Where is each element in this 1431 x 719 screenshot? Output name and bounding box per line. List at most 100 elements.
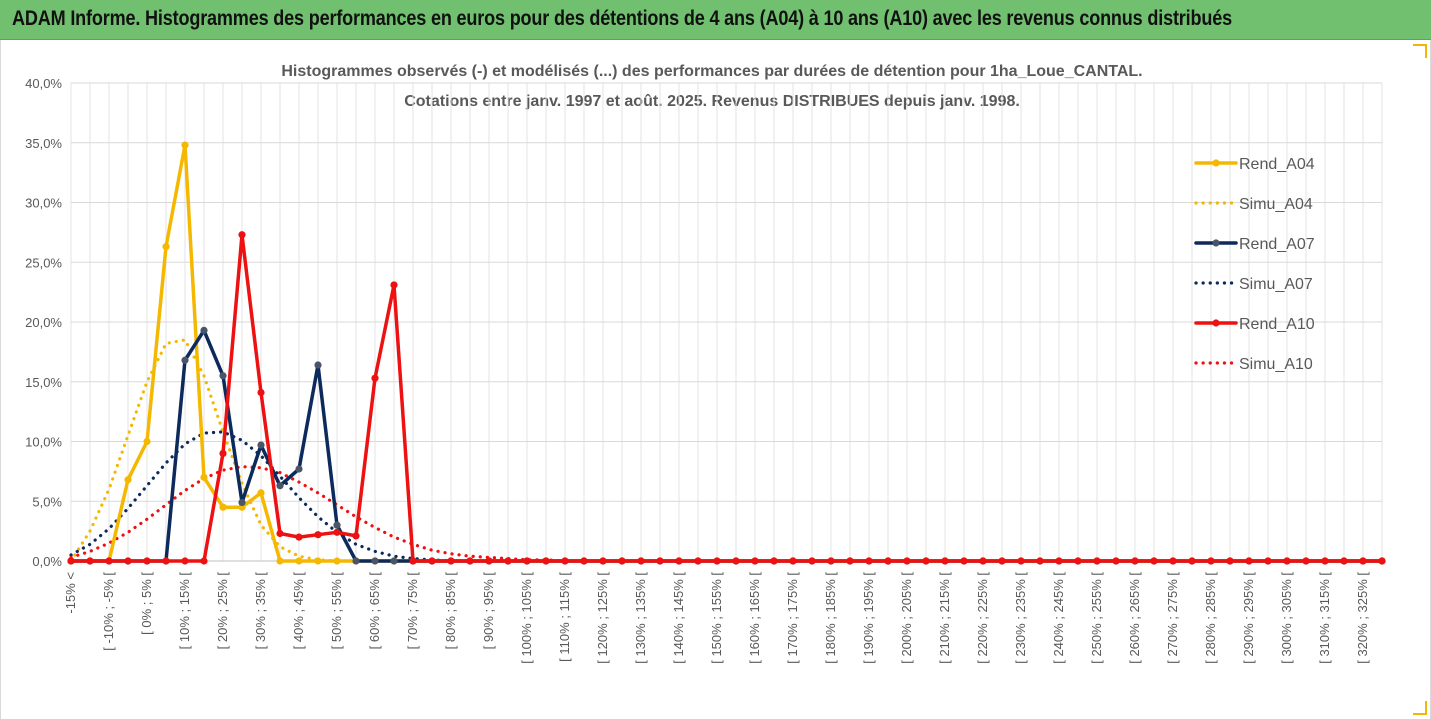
x-tick-label: [ 120% ; 125% [ (595, 572, 610, 664)
series-line-rend-a04 (69, 143, 1384, 563)
data-point-rend-a07 (181, 356, 189, 364)
y-tick-label: 25,0% (25, 255, 62, 270)
x-tick-label: [ 280% ; 285% [ (1203, 572, 1218, 664)
data-point-rend-a04 (295, 557, 303, 565)
legend-label-rend-a07: Rend_A07 (1239, 236, 1315, 253)
data-point-rend-a10 (922, 557, 930, 565)
data-point-rend-a10 (1264, 557, 1272, 565)
x-tick-label: [ 100% ; 105% [ (519, 572, 534, 664)
data-point-rend-a10 (827, 557, 835, 565)
data-point-rend-a07 (371, 557, 379, 565)
resize-handle-bottom-right[interactable] (1413, 701, 1427, 715)
x-tick-label: [ 250% ; 255% [ (1089, 572, 1104, 664)
x-tick-label: [ 210% ; 215% [ (937, 572, 952, 664)
legend-label-simu-a10: Simu_A10 (1239, 356, 1313, 373)
data-point-rend-a10 (979, 557, 987, 565)
data-point-rend-a10 (846, 557, 854, 565)
data-point-rend-a10 (485, 557, 493, 565)
x-tick-label: [ 150% ; 155% [ (709, 572, 724, 664)
data-point-rend-a10 (998, 557, 1006, 565)
data-point-rend-a10 (105, 557, 113, 565)
data-point-rend-a10 (694, 557, 702, 565)
x-tick-label: [ 20% ; 25% [ (215, 572, 230, 650)
legend-label-simu-a04: Simu_A04 (1239, 196, 1313, 213)
data-point-rend-a10 (1226, 557, 1234, 565)
data-point-rend-a10 (428, 557, 436, 565)
data-point-rend-a10 (960, 557, 968, 565)
data-point-rend-a10 (162, 557, 170, 565)
x-tick-label: [ 300% ; 305% [ (1279, 572, 1294, 664)
y-tick-label: 35,0% (25, 136, 62, 151)
data-point-rend-a10 (580, 557, 588, 565)
data-point-rend-a10 (1302, 557, 1310, 565)
y-axis: 0,0% 5,0% 10,0% 15,0% 20,0% 25,0% 30,0% 35,0% 40… (25, 76, 62, 569)
data-point-rend-a10 (1150, 557, 1158, 565)
y-tick-label: 5,0% (32, 494, 62, 509)
data-point-rend-a10 (409, 557, 417, 565)
data-point-rend-a10 (770, 557, 778, 565)
report-title: ADAM Informe. Histogrammes des performan… (12, 7, 1232, 30)
x-tick-label: [ 80% ; 85% [ (443, 572, 458, 650)
data-point-rend-a10 (371, 374, 379, 382)
data-point-rend-a10 (352, 532, 360, 540)
data-point-rend-a10 (542, 557, 550, 565)
y-tick-label: 20,0% (25, 315, 62, 330)
resize-handle-top-right[interactable] (1413, 44, 1427, 58)
report-banner: ADAM Informe. Histogrammes des performan… (0, 0, 1431, 40)
data-point-rend-a07 (257, 441, 265, 449)
data-point-rend-a07 (276, 482, 284, 490)
data-point-rend-a07 (295, 465, 303, 473)
x-tick-label: [ 90% ; 95% [ (481, 572, 496, 650)
data-point-rend-a10 (1321, 557, 1329, 565)
x-tick-label: [ 10% ; 15% [ (177, 572, 192, 650)
legend-label-rend-a04: Rend_A04 (1239, 156, 1315, 173)
data-point-rend-a10 (1093, 557, 1101, 565)
data-point-rend-a10 (1283, 557, 1291, 565)
x-tick-label: [ 240% ; 245% [ (1051, 572, 1066, 664)
data-point-rend-a04 (200, 473, 208, 481)
data-point-rend-a10 (599, 557, 607, 565)
x-axis: -15% < [ -10% ; -5% [[ 0% ; 5% [[ 10% ; 1… (63, 572, 1370, 664)
x-tick-label: [ 260% ; 265% [ (1127, 572, 1142, 664)
x-tick-label: [ 140% ; 145% [ (671, 572, 686, 664)
data-point-rend-a10 (124, 557, 132, 565)
data-point-rend-a10 (789, 557, 797, 565)
x-tick-label: [ 290% ; 295% [ (1241, 572, 1256, 664)
data-point-rend-a10 (238, 231, 246, 239)
data-point-rend-a10 (1074, 557, 1082, 565)
x-tick-label: [ 180% ; 185% [ (823, 572, 838, 664)
x-tick-label: [ 310% ; 315% [ (1317, 572, 1332, 664)
data-point-rend-a10 (143, 557, 151, 565)
data-point-rend-a10 (1055, 557, 1063, 565)
legend-label-simu-a07: Simu_A07 (1239, 276, 1313, 293)
x-tick-label: [ 160% ; 165% [ (747, 572, 762, 664)
data-point-rend-a10 (618, 557, 626, 565)
data-point-rend-a07 (390, 557, 398, 565)
y-tick-label: 30,0% (25, 196, 62, 211)
data-point-rend-a10 (675, 557, 683, 565)
data-point-rend-a07 (219, 372, 227, 380)
x-tick-label: [ 30% ; 35% [ (253, 572, 268, 650)
y-tick-label: 15,0% (25, 375, 62, 390)
data-point-rend-a10 (656, 557, 664, 565)
data-point-rend-a10 (276, 529, 284, 538)
x-tick-label: -15% < (63, 572, 78, 614)
series-group (67, 141, 1386, 565)
data-point-rend-a10 (1340, 557, 1348, 565)
x-tick-label: [ -10% ; -5% [ (101, 572, 116, 651)
x-tick-label: [ 130% ; 135% [ (633, 572, 648, 664)
data-point-rend-a10 (504, 557, 512, 565)
chart-title: Histogrammes observés (-) et modélisés (… (281, 63, 1142, 80)
data-point-rend-a10 (865, 557, 873, 565)
x-tick-label: [ 40% ; 45% [ (291, 572, 306, 650)
gridlines (70, 82, 1383, 562)
data-point-rend-a04 (276, 557, 284, 565)
data-point-rend-a10 (257, 388, 265, 397)
data-point-rend-a04 (219, 503, 227, 511)
x-tick-label: [ 200% ; 205% [ (899, 572, 914, 664)
series-line-rend-a10 (69, 233, 1384, 563)
x-tick-label: [ 70% ; 75% [ (405, 572, 420, 650)
x-tick-label: [ 190% ; 195% [ (861, 572, 876, 664)
data-point-rend-a10 (314, 531, 322, 539)
data-point-rend-a10 (390, 281, 398, 289)
